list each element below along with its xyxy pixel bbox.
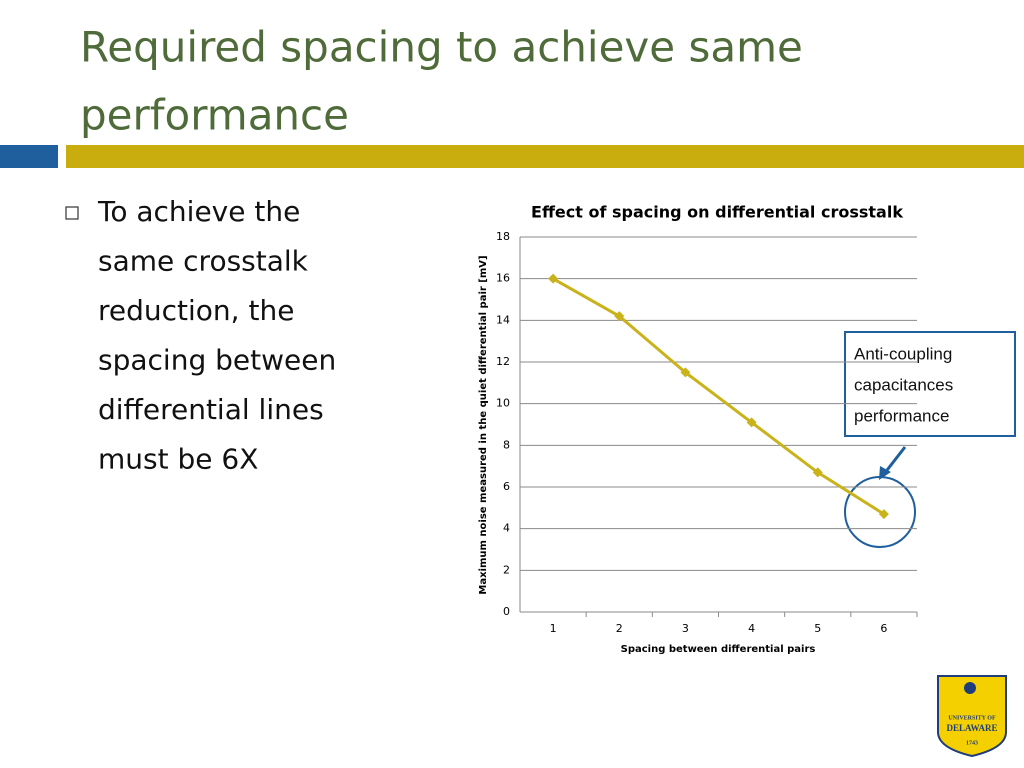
annotation-box bbox=[844, 331, 1016, 437]
logo-sun bbox=[964, 682, 976, 694]
x-tick-label: 6 bbox=[880, 622, 887, 635]
y-tick-label: 4 bbox=[503, 522, 510, 535]
arrow-head bbox=[879, 466, 891, 480]
logo-text: 1743 bbox=[966, 740, 978, 746]
bullet-text: reduction, the bbox=[98, 294, 294, 327]
y-tick-label: 18 bbox=[496, 230, 510, 243]
data-line bbox=[552, 277, 885, 516]
data-point bbox=[548, 273, 559, 284]
annotation-text: performance bbox=[854, 406, 949, 425]
y-tick-label: 2 bbox=[503, 563, 510, 576]
x-tick-label: 2 bbox=[616, 622, 623, 635]
x-tick-label: 5 bbox=[814, 622, 821, 635]
chart-title: Effect of spacing on differential crosst… bbox=[531, 203, 903, 222]
accent-bar bbox=[66, 145, 1024, 168]
bullet-text: same crosstalk bbox=[98, 245, 309, 278]
data-point bbox=[878, 509, 889, 520]
bullet-text: To achieve the bbox=[97, 195, 300, 228]
y-tick-label: 16 bbox=[496, 272, 510, 285]
logo-text: DELAWARE bbox=[946, 723, 997, 733]
arrow bbox=[882, 446, 907, 475]
y-axis-label: Maximum noise measured in the quiet diff… bbox=[478, 255, 489, 594]
logo-shield bbox=[937, 675, 1007, 758]
x-tick-label: 4 bbox=[748, 622, 755, 635]
logo bbox=[937, 675, 1007, 758]
y-tick-label: 12 bbox=[496, 355, 510, 368]
x-tick-label: 3 bbox=[682, 622, 689, 635]
slide-title: Required spacing to achieve same bbox=[80, 23, 803, 72]
annotation-text: Anti-coupling bbox=[854, 344, 952, 363]
annotation-text: capacitances bbox=[854, 375, 953, 394]
bullet-text: differential lines bbox=[98, 393, 324, 426]
data-point bbox=[812, 467, 823, 478]
y-tick-label: 6 bbox=[503, 480, 510, 493]
y-tick-label: 10 bbox=[496, 397, 510, 410]
data-point bbox=[614, 311, 625, 322]
y-tick-label: 14 bbox=[496, 313, 510, 326]
x-tick-label: 1 bbox=[550, 622, 557, 635]
logo-text: UNIVERSITY OF bbox=[948, 715, 996, 721]
bullet-text: spacing between bbox=[98, 344, 336, 377]
x-axis-label: Spacing between differential pairs bbox=[621, 644, 816, 655]
y-tick-label: 8 bbox=[503, 438, 510, 451]
y-tick-label: 0 bbox=[503, 605, 510, 618]
bullet-text: must be 6X bbox=[98, 443, 258, 476]
slide-title: performance bbox=[80, 91, 349, 140]
data-point bbox=[746, 417, 757, 428]
bullet bbox=[65, 206, 79, 220]
data-point bbox=[680, 367, 691, 378]
accent-bar bbox=[0, 145, 58, 168]
